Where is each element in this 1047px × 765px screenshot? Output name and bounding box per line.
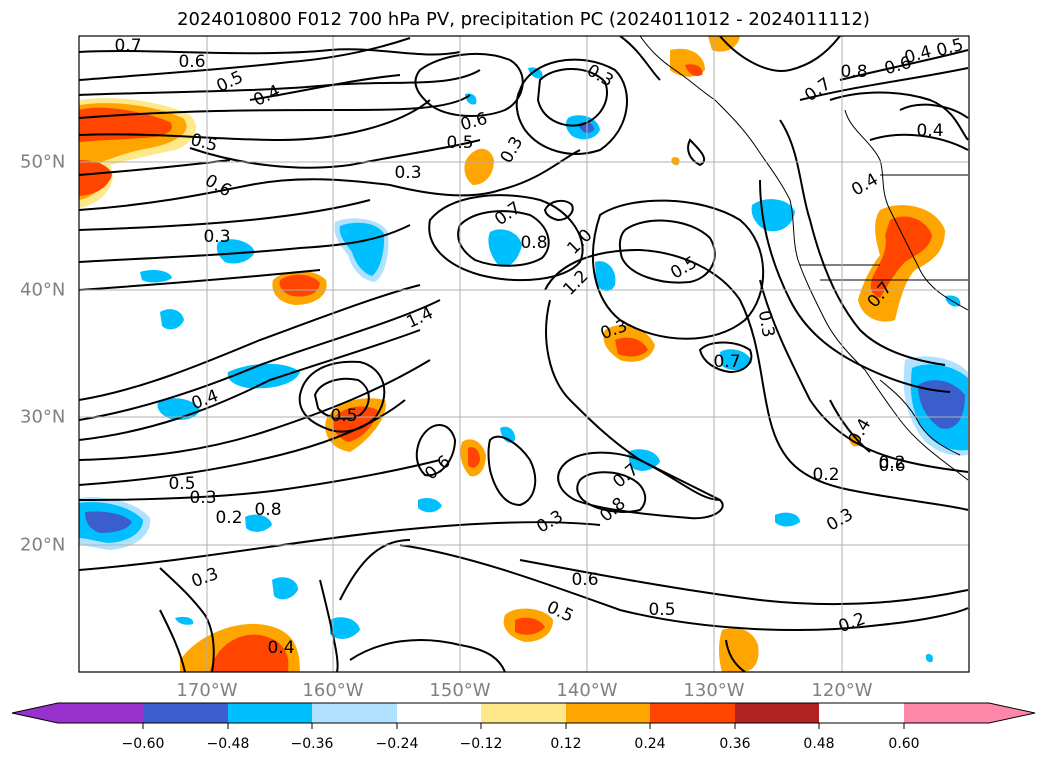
colorbar bbox=[11, 702, 1036, 729]
colorbar-tick-label: 0.36 bbox=[719, 736, 751, 752]
lat-label-20n: 20°N bbox=[20, 534, 66, 556]
colorbar-tick-label: −0.36 bbox=[290, 736, 334, 752]
lon-label-170w: 170°W bbox=[176, 680, 238, 701]
contour-label: 0.7 bbox=[713, 352, 740, 372]
coastlines bbox=[639, 36, 969, 481]
contour-label: 0.5 bbox=[648, 600, 675, 620]
colorbar-tick-label: 0.48 bbox=[803, 736, 835, 752]
lon-label-160w: 160°W bbox=[302, 680, 364, 701]
map-frame bbox=[78, 35, 970, 673]
colorbar-segment bbox=[143, 703, 228, 723]
colorbar-segment bbox=[481, 703, 566, 723]
contour-label: 0.5 bbox=[446, 133, 473, 153]
contour-label: 0.4 bbox=[916, 121, 943, 141]
colorbar-segment bbox=[650, 703, 735, 723]
colorbar-segment bbox=[228, 703, 312, 723]
colorbar-segment bbox=[312, 703, 397, 723]
contour-label: 0.6 bbox=[878, 456, 905, 476]
contour-label: 0.8 bbox=[520, 233, 547, 253]
contour-label: 0.3 bbox=[754, 309, 778, 339]
contour-label: 0.3 bbox=[203, 227, 230, 247]
lon-label-140w: 140°W bbox=[556, 680, 618, 701]
colorbar-tick-label: 0.60 bbox=[888, 736, 920, 752]
colorbar-tick-label: −0.48 bbox=[206, 736, 250, 752]
lat-label-40n: 40°N bbox=[20, 279, 66, 301]
lat-label-50n: 50°N bbox=[20, 151, 66, 173]
lon-label-150w: 150°W bbox=[429, 680, 491, 701]
colorbar-segment bbox=[904, 703, 989, 723]
contour-label: 0.2 bbox=[812, 465, 839, 485]
contour-label: 0.3 bbox=[394, 163, 421, 183]
colorbar-segment bbox=[566, 703, 650, 723]
contour-label: 0.2 bbox=[215, 508, 242, 528]
colorbar-segment bbox=[58, 703, 143, 723]
contour-label: 0.6 bbox=[178, 52, 205, 72]
colorbar-tick-label: −0.60 bbox=[121, 736, 165, 752]
colorbar-tick-label: 0.12 bbox=[550, 736, 582, 752]
lon-label-120w: 120°W bbox=[811, 680, 873, 701]
lat-label-30n: 30°N bbox=[20, 406, 66, 428]
precip-negative-shading bbox=[79, 67, 968, 663]
contour-label: 0.5 bbox=[168, 474, 195, 494]
contour-label: 0.4 bbox=[267, 638, 294, 658]
contour-label: 0.7 bbox=[114, 36, 141, 56]
lon-label-130w: 130°W bbox=[683, 680, 745, 701]
graticule bbox=[79, 36, 969, 672]
colorbar-max-arrow bbox=[989, 703, 1035, 723]
colorbar-segment bbox=[735, 703, 819, 723]
colorbar-tick-label: −0.24 bbox=[375, 736, 419, 752]
contour-label: 0.8 bbox=[254, 500, 281, 520]
figure-title: 2024010800 F012 700 hPa PV, precipitatio… bbox=[177, 9, 870, 30]
contour-label: 0.5 bbox=[330, 406, 357, 426]
colorbar-tick-label: 0.24 bbox=[634, 736, 666, 752]
precip-positive-shading bbox=[79, 36, 945, 672]
contour-label: 0.2 bbox=[878, 453, 905, 473]
contour-label: 0.8 bbox=[840, 62, 867, 82]
colorbar-min-arrow bbox=[12, 703, 58, 723]
colorbar-tick-label: −0.12 bbox=[459, 736, 503, 752]
contour-label: 0.6 bbox=[571, 570, 598, 590]
colorbar-segment bbox=[397, 703, 481, 723]
contour-label: 0.3 bbox=[189, 488, 216, 508]
